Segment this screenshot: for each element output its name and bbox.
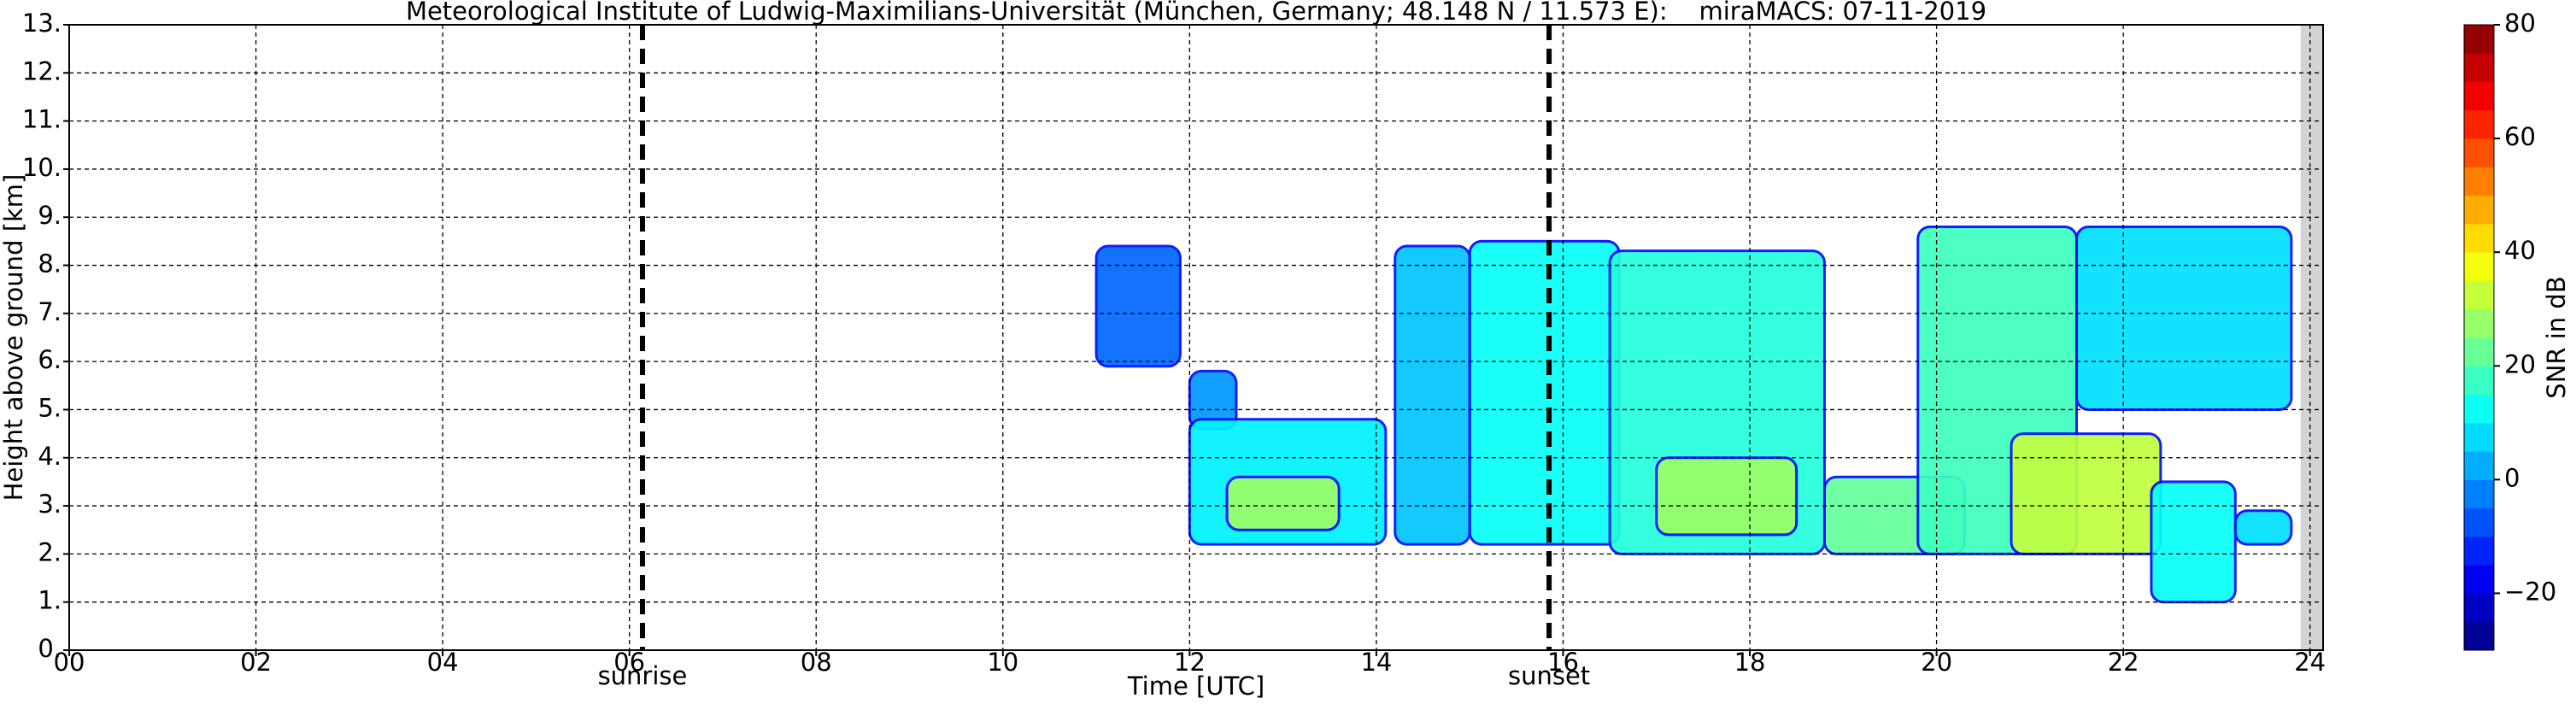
echo-region xyxy=(1225,475,1341,531)
colorbar-segment xyxy=(2464,280,2494,310)
x-tick-label: 02 xyxy=(240,648,272,677)
x-axis-label: Time [UTC] xyxy=(1127,672,1265,701)
colorbar-tick-label: −20 xyxy=(2504,577,2556,606)
colorbar-segment xyxy=(2464,195,2494,225)
colorbar-segment xyxy=(2464,422,2494,452)
y-tick-label: 6. xyxy=(38,345,62,374)
colorbar-segment xyxy=(2464,451,2494,480)
y-tick-label: 7. xyxy=(38,297,62,326)
y-tick-label: 4. xyxy=(38,442,62,471)
colorbar-segment xyxy=(2464,53,2494,83)
y-tick-label: 8. xyxy=(38,249,62,279)
x-tick-label: 18 xyxy=(1734,648,1766,677)
y-tick-label: 0. xyxy=(38,634,62,663)
echo-region xyxy=(1468,239,1621,546)
colorbar-segment xyxy=(2464,25,2494,54)
echo-region xyxy=(1655,456,1799,537)
echo-region xyxy=(1094,244,1182,368)
x-tick-label: 22 xyxy=(2108,648,2139,677)
colorbar-tick-label: 40 xyxy=(2504,236,2536,265)
colorbar-segment xyxy=(2464,479,2494,509)
y-tick-label: 3. xyxy=(38,490,62,519)
echo-region xyxy=(2150,480,2237,604)
colorbar-segment xyxy=(2464,394,2494,424)
colorbar-segment xyxy=(2464,223,2494,253)
y-tick-label: 2. xyxy=(38,537,62,566)
colorbar-tick-label: 60 xyxy=(2504,122,2536,151)
sun-marker-label: sunset xyxy=(1508,661,1590,690)
y-tick-label: 9. xyxy=(38,201,62,230)
x-tick-label: 12 xyxy=(1174,648,1206,677)
colorbar-tick-label: 0 xyxy=(2504,463,2520,492)
colorbar-segment xyxy=(2464,138,2494,167)
x-tick-label: 00 xyxy=(54,648,85,677)
x-tick-label: 08 xyxy=(801,648,832,677)
sun-marker-label: sunrise xyxy=(598,661,688,690)
colorbar-frame xyxy=(2463,24,2495,651)
y-tick-label: 10. xyxy=(22,153,62,182)
x-tick-label: 06 xyxy=(613,648,645,677)
colorbar-segment xyxy=(2464,81,2494,111)
echo-region xyxy=(2010,432,2162,555)
x-tick-label: 16 xyxy=(1547,648,1579,677)
colorbar-segment xyxy=(2464,565,2494,594)
colorbar-segment xyxy=(2464,252,2494,281)
x-tick-label: 04 xyxy=(427,648,459,677)
colorbar-segment xyxy=(2464,621,2494,651)
colorbar-label: SNR in dB xyxy=(2542,276,2571,398)
x-tick-label: 14 xyxy=(1360,648,1392,677)
echo-region xyxy=(1394,244,1471,546)
x-tick-label: 10 xyxy=(987,648,1018,677)
colorbar-segment xyxy=(2464,366,2494,396)
y-tick-label: 13. xyxy=(22,9,62,38)
colorbar-segment xyxy=(2464,167,2494,197)
colorbar-tick-label: 80 xyxy=(2504,9,2536,38)
echo-region xyxy=(2075,225,2293,411)
y-tick-label: 5. xyxy=(38,393,62,422)
colorbar-tick-label: 20 xyxy=(2504,349,2536,378)
x-tick-label: 24 xyxy=(2294,648,2326,677)
y-tick-label: 11. xyxy=(22,105,62,134)
colorbar-segment xyxy=(2464,337,2494,367)
colorbar-segment xyxy=(2464,507,2494,537)
plot-frame xyxy=(68,24,2324,651)
colorbar-segment xyxy=(2464,536,2494,566)
chart-title: Meteorological Institute of Ludwig-Maxim… xyxy=(406,0,1986,26)
colorbar-segment xyxy=(2464,593,2494,623)
echo-region xyxy=(2233,509,2293,546)
colorbar-segment xyxy=(2464,308,2494,338)
no-data-region xyxy=(2300,25,2323,650)
colorbar-segment xyxy=(2464,109,2494,139)
y-tick-label: 12. xyxy=(22,56,62,85)
y-axis-label: Height above ground [km] xyxy=(0,174,28,502)
y-tick-label: 1. xyxy=(38,586,62,615)
x-tick-label: 20 xyxy=(1921,648,1952,677)
